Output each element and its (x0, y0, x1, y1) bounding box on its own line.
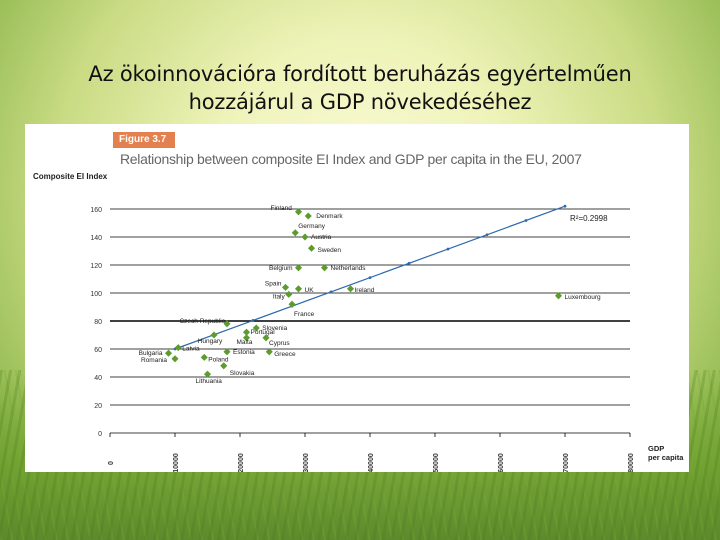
data-point-label: Austria (311, 234, 332, 241)
data-point (346, 285, 355, 293)
data-point-label: Romania (141, 357, 167, 364)
data-point (242, 334, 251, 342)
figure-title: Relationship between composite EI Index … (120, 151, 582, 167)
data-point-label: Malta (237, 339, 253, 346)
data-point-label: France (294, 311, 315, 318)
data-point (220, 362, 228, 370)
data-point (171, 355, 179, 363)
x-tick-label: 40000 (368, 453, 375, 472)
data-point-label: Slovenia (262, 325, 287, 332)
data-point-label: Poland (208, 356, 229, 363)
trendline-marker (563, 204, 567, 208)
x-tick-label: 80000 (628, 453, 635, 472)
data-point (304, 212, 312, 220)
data-point (281, 283, 290, 291)
x-tick-label: 0 (108, 461, 115, 465)
x-tick-label: 70000 (563, 453, 570, 472)
data-point (288, 300, 296, 308)
y-tick-label: 0 (98, 431, 102, 438)
trendline-marker (407, 261, 411, 265)
data-point (307, 244, 316, 252)
data-point-label: Bulgaria (139, 350, 163, 357)
trendline-marker (329, 290, 333, 294)
trendline-marker (485, 233, 489, 237)
x-axis-label: per capita (648, 453, 684, 462)
data-point (294, 208, 303, 216)
data-point-label: Estonia (233, 349, 255, 356)
x-tick-label: 20000 (238, 453, 245, 472)
figure-panel: Figure 3.7 Relationship between composit… (25, 124, 689, 472)
data-point (294, 264, 303, 272)
data-point (242, 328, 251, 336)
y-tick-label: 20 (94, 403, 102, 410)
data-point-label: Cyprus (269, 340, 290, 347)
trendline-marker (446, 247, 450, 251)
y-tick-label: 40 (94, 375, 102, 382)
data-point-label: Ireland (355, 287, 375, 294)
x-axis-label: GDP (648, 444, 664, 453)
slide-title-line-1: Az ökoinnovációra fordított beruházás eg… (88, 62, 632, 86)
y-tick-label: 140 (90, 235, 102, 242)
data-point (262, 334, 270, 342)
data-point-label: Greece (274, 351, 296, 358)
data-point (174, 344, 182, 352)
data-point-label: Netherlands (331, 265, 367, 272)
y-tick-label: 60 (94, 347, 102, 354)
data-point-label: Finland (271, 205, 293, 212)
data-point (223, 348, 231, 356)
data-point-label: Latvia (182, 346, 200, 353)
y-tick-label: 160 (90, 207, 102, 214)
y-tick-label: 80 (94, 319, 102, 326)
data-point-label: Spain (265, 280, 282, 287)
data-point-label: Germany (298, 223, 325, 230)
data-point-label: Czech Republic (179, 318, 225, 325)
y-tick-label: 120 (90, 263, 102, 270)
trendline-marker (368, 276, 372, 279)
data-point (200, 353, 208, 361)
x-tick-label: 50000 (433, 453, 440, 472)
x-tick-label: 60000 (498, 453, 505, 472)
x-tick-label: 10000 (173, 453, 180, 472)
scatter-chart: 160 140 120 100 80 60 40 20 0 0 10000 20000 30000 400… (90, 204, 684, 472)
data-point-label: Sweden (318, 247, 342, 254)
r-squared-annotation: R²=0.2998 (570, 214, 608, 223)
trendline-marker (524, 219, 528, 222)
data-point-label: Denmark (316, 213, 343, 220)
y-tick-label: 100 (90, 291, 102, 298)
data-point (554, 292, 563, 300)
data-point-label: Lithuania (196, 378, 223, 385)
data-point-label: UK (305, 287, 315, 294)
data-point-label: Belgium (269, 265, 292, 272)
data-point (164, 349, 173, 357)
data-point-label: Hungary (198, 338, 223, 345)
data-point (301, 233, 309, 241)
data-point (252, 324, 260, 332)
data-point-label: Italy (273, 293, 286, 300)
slide-title: Az ökoinnovációra fordított beruházás eg… (20, 60, 700, 116)
figure-badge: Figure 3.7 (113, 132, 175, 148)
data-point (294, 285, 303, 293)
data-point-label: Luxembourg (565, 294, 602, 301)
slide-title-line-2: hozzájárul a GDP növekedéséhez (188, 90, 532, 114)
data-point-label: Portugal (251, 329, 276, 336)
data-point (210, 331, 218, 339)
data-point (203, 370, 212, 378)
trendline-marker (251, 319, 255, 322)
data-point (291, 229, 299, 237)
data-point (320, 264, 329, 272)
y-axis-label: Composite EI Index (33, 172, 108, 181)
data-point (265, 348, 273, 356)
x-tick-label: 30000 (303, 453, 310, 472)
data-point-label: Slovakia (230, 370, 255, 377)
data-point (223, 320, 231, 328)
data-point (285, 290, 293, 298)
